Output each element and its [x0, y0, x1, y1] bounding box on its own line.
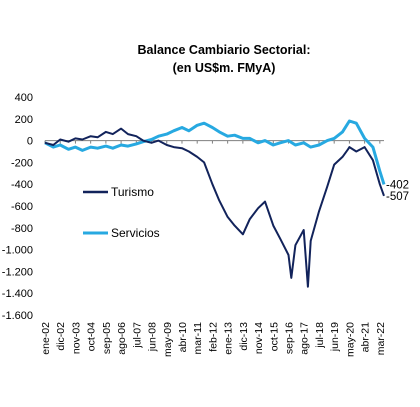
y-tick-label: -600: [11, 201, 33, 213]
x-tick-label: abr-10: [177, 322, 189, 353]
y-tick-label: 0: [27, 136, 33, 148]
x-tick-label: sep-05: [101, 322, 113, 354]
chart-title: Balance Cambiario Sectorial:: [138, 43, 311, 57]
chart-subtitle: (en US$m. FMyA): [173, 61, 276, 75]
x-tick-label: mar-22: [375, 322, 387, 355]
x-tick-label: may-20: [344, 322, 356, 357]
x-tick-label: sep-16: [284, 322, 296, 354]
y-tick-label: -1.600: [2, 310, 33, 322]
series-layer: [44, 119, 386, 288]
x-tick-label: ago-17: [299, 322, 311, 355]
x-tick-label: dic-02: [55, 322, 67, 351]
end-label-servicios: -402: [386, 179, 409, 191]
x-tick-label: ene-02: [40, 322, 52, 355]
x-tick-label: ene-13: [223, 322, 235, 355]
end-labels: -507-402: [386, 179, 409, 202]
x-tick-label: jul-18: [314, 322, 326, 349]
x-tick-label: nov-14: [253, 322, 265, 354]
legend-label-turismo: Turismo: [111, 185, 154, 199]
x-tick-label: dic-13: [238, 322, 250, 351]
x-tick-label: feb-12: [207, 322, 219, 352]
legend-label-servicios: Servicios: [111, 226, 160, 240]
x-tick-label: nov-03: [70, 322, 82, 354]
series-line-servicios: [44, 119, 386, 185]
series-line-turismo: [44, 127, 385, 288]
x-tick-label: jul-07: [131, 322, 143, 349]
x-tick-label: abr-21: [360, 322, 372, 353]
y-tick-label: -1.200: [2, 266, 33, 278]
x-tick-label: oct-15: [268, 322, 280, 351]
y-tick-label: 400: [15, 92, 33, 104]
y-tick-label: -200: [11, 157, 33, 169]
x-axis: ene-02 dic-02 nov-03 oct-04 sep-05 ago-06 jul-…: [40, 140, 387, 357]
y-tick-label: -800: [11, 223, 33, 235]
x-tick-label: oct-04: [86, 322, 98, 351]
x-tick-label: may-09: [162, 322, 174, 357]
x-tick-label: jun-19: [329, 322, 341, 352]
end-label-turismo: -507: [386, 191, 409, 203]
x-tick-label: jun-08: [147, 322, 159, 352]
x-tick-label: mar-11: [192, 322, 204, 355]
y-axis: 400 200 0 -200 -400 -600 -800 -1.000 -1.200 -1.40…: [2, 92, 33, 322]
y-tick-label: 200: [15, 114, 33, 126]
legend: Turismo Servicios: [83, 185, 160, 240]
y-tick-label: -1.400: [2, 288, 33, 300]
y-tick-label: -1.000: [2, 245, 33, 257]
x-tick-label: ago-06: [116, 322, 128, 355]
y-tick-label: -400: [11, 179, 33, 191]
